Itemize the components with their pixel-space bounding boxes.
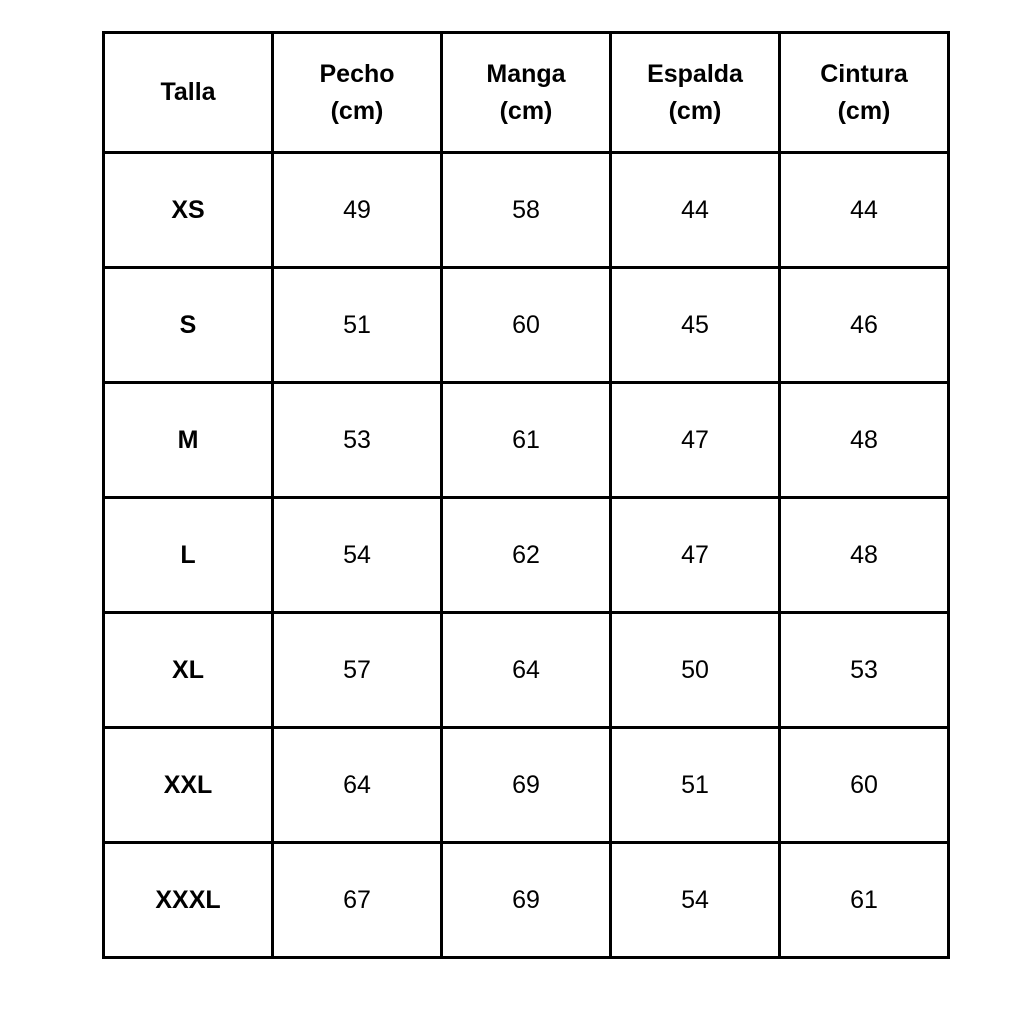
cell-manga: 60 bbox=[440, 266, 612, 384]
header-unit: (cm) bbox=[668, 96, 722, 125]
header-label: Pecho bbox=[319, 59, 395, 88]
cell-cintura: 48 bbox=[778, 496, 950, 614]
cell-size: XXL bbox=[102, 726, 274, 844]
header-unit: (cm) bbox=[837, 96, 891, 125]
header-label: Talla bbox=[160, 78, 216, 106]
header-manga: Manga (cm) bbox=[440, 31, 612, 154]
cell-cintura: 48 bbox=[778, 381, 950, 499]
cell-manga: 62 bbox=[440, 496, 612, 614]
cell-manga: 64 bbox=[440, 611, 612, 729]
cell-cintura: 60 bbox=[778, 726, 950, 844]
cell-espalda: 44 bbox=[609, 151, 781, 269]
size-chart-table: Talla Pecho (cm) Manga (cm) Espalda (cm) Ci… bbox=[102, 31, 950, 959]
cell-cintura: 44 bbox=[778, 151, 950, 269]
cell-cintura: 46 bbox=[778, 266, 950, 384]
table-row: XXL 64 69 51 60 bbox=[102, 726, 950, 844]
cell-espalda: 45 bbox=[609, 266, 781, 384]
cell-pecho: 53 bbox=[271, 381, 443, 499]
cell-cintura: 53 bbox=[778, 611, 950, 729]
header-label: Espalda bbox=[647, 59, 743, 88]
table-row: M 53 61 47 48 bbox=[102, 381, 950, 499]
cell-pecho: 57 bbox=[271, 611, 443, 729]
cell-pecho: 49 bbox=[271, 151, 443, 269]
cell-espalda: 51 bbox=[609, 726, 781, 844]
table-row: XS 49 58 44 44 bbox=[102, 151, 950, 269]
header-label: Cintura bbox=[820, 59, 908, 88]
cell-manga: 69 bbox=[440, 726, 612, 844]
header-talla: Talla bbox=[102, 31, 274, 154]
header-pecho: Pecho (cm) bbox=[271, 31, 443, 154]
cell-size: M bbox=[102, 381, 274, 499]
cell-size: XXXL bbox=[102, 841, 274, 959]
cell-pecho: 51 bbox=[271, 266, 443, 384]
cell-espalda: 54 bbox=[609, 841, 781, 959]
cell-size: S bbox=[102, 266, 274, 384]
cell-cintura: 61 bbox=[778, 841, 950, 959]
table-row: XXXL 67 69 54 61 bbox=[102, 841, 950, 959]
table-body: XS 49 58 44 44 S 51 60 45 46 M 53 61 47 48 L 54 62 47 48 XL 5… bbox=[102, 151, 950, 959]
header-row: Talla Pecho (cm) Manga (cm) Espalda (cm) Ci… bbox=[102, 31, 950, 154]
header-unit: (cm) bbox=[499, 96, 553, 125]
cell-espalda: 50 bbox=[609, 611, 781, 729]
header-unit: (cm) bbox=[330, 96, 384, 125]
header-label: Manga bbox=[486, 59, 566, 88]
header-espalda: Espalda (cm) bbox=[609, 31, 781, 154]
cell-pecho: 64 bbox=[271, 726, 443, 844]
cell-size: L bbox=[102, 496, 274, 614]
cell-manga: 69 bbox=[440, 841, 612, 959]
table-row: L 54 62 47 48 bbox=[102, 496, 950, 614]
cell-manga: 61 bbox=[440, 381, 612, 499]
table-row: S 51 60 45 46 bbox=[102, 266, 950, 384]
table-row: XL 57 64 50 53 bbox=[102, 611, 950, 729]
header-cintura: Cintura (cm) bbox=[778, 31, 950, 154]
cell-manga: 58 bbox=[440, 151, 612, 269]
cell-size: XS bbox=[102, 151, 274, 269]
cell-size: XL bbox=[102, 611, 274, 729]
cell-pecho: 67 bbox=[271, 841, 443, 959]
cell-pecho: 54 bbox=[271, 496, 443, 614]
cell-espalda: 47 bbox=[609, 381, 781, 499]
cell-espalda: 47 bbox=[609, 496, 781, 614]
